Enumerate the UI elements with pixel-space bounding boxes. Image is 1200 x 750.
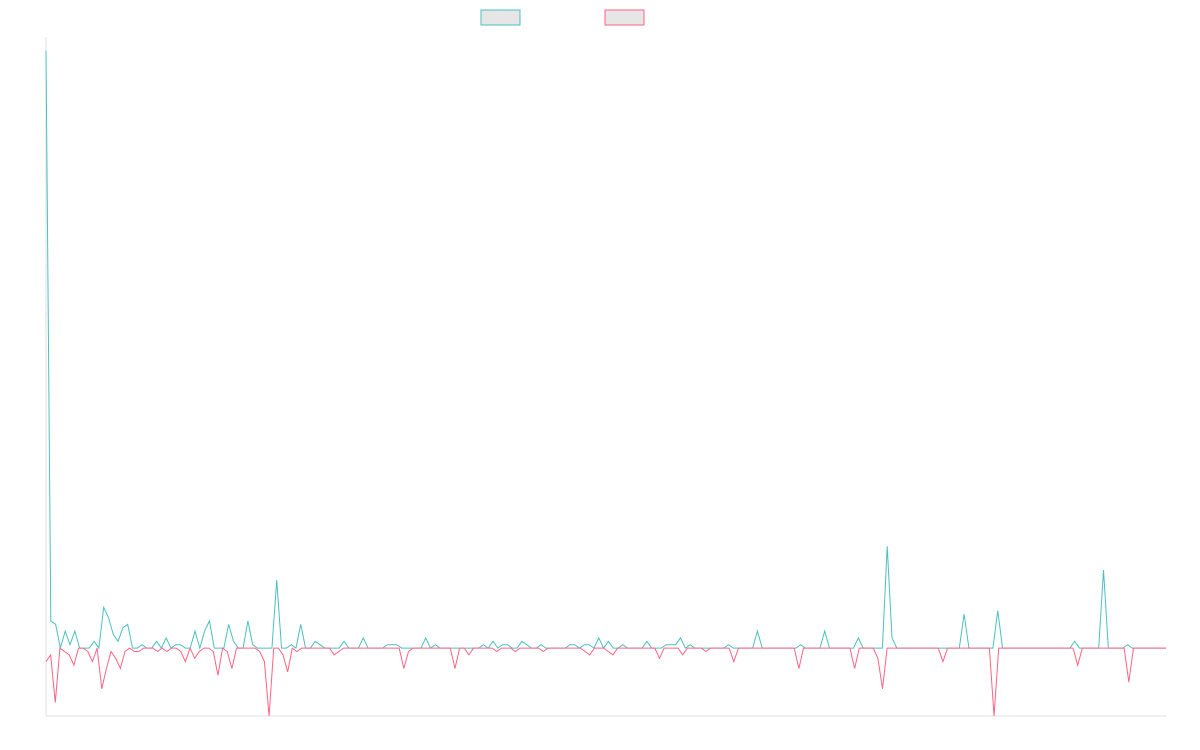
series-line-1 — [45, 50, 1166, 650]
legend — [480, 9, 645, 26]
legend-swatch-2[interactable] — [604, 9, 645, 26]
series-layer — [45, 50, 1166, 717]
legend-swatch-1[interactable] — [480, 9, 521, 26]
series-line-2 — [45, 646, 1166, 717]
axes — [45, 37, 1166, 717]
